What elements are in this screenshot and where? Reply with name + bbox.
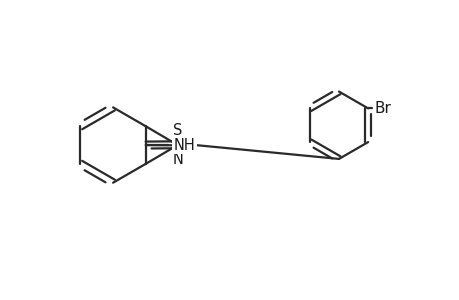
Text: Br: Br — [373, 101, 390, 116]
Text: NH: NH — [173, 137, 195, 152]
Text: S: S — [173, 123, 182, 138]
Text: N: N — [172, 152, 183, 167]
